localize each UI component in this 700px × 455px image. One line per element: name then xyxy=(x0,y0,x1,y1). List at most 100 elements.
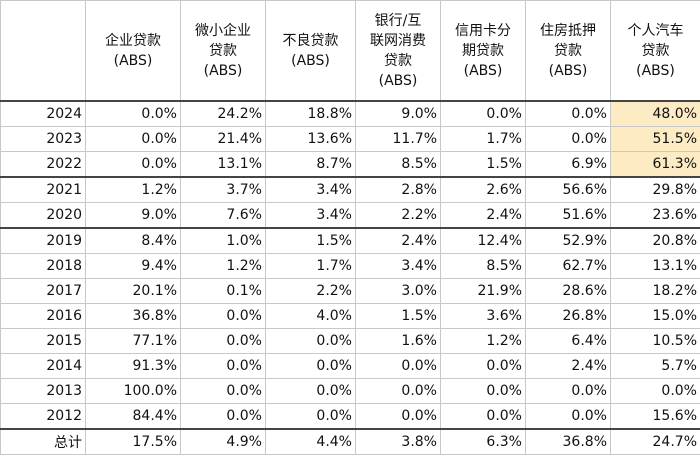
cell: 52.9% xyxy=(526,228,611,254)
cell: 15.6% xyxy=(611,404,700,430)
cell: 0.0% xyxy=(266,329,356,354)
row-label: 2017 xyxy=(1,279,86,304)
cell: 100.0% xyxy=(86,379,181,404)
cell: 1.5% xyxy=(356,304,441,329)
row-label: 2023 xyxy=(1,127,86,152)
cell: 91.3% xyxy=(86,354,181,379)
cell: 1.2% xyxy=(441,329,526,354)
cell: 9.0% xyxy=(86,203,181,229)
cell: 0.0% xyxy=(526,379,611,404)
column-header xyxy=(1,1,86,102)
cell: 0.0% xyxy=(526,404,611,430)
cell: 4.4% xyxy=(266,429,356,455)
cell: 1.5% xyxy=(441,152,526,178)
cell: 0.0% xyxy=(86,101,181,127)
cell: 77.1% xyxy=(86,329,181,354)
cell: 3.6% xyxy=(441,304,526,329)
cell: 4.9% xyxy=(181,429,266,455)
cell: 3.8% xyxy=(356,429,441,455)
cell: 5.7% xyxy=(611,354,700,379)
cell: 0.0% xyxy=(181,379,266,404)
cell: 3.7% xyxy=(181,177,266,203)
cell: 2.4% xyxy=(441,203,526,229)
cell: 9.4% xyxy=(86,254,181,279)
cell: 1.2% xyxy=(86,177,181,203)
row-label: 2022 xyxy=(1,152,86,178)
cell: 0.0% xyxy=(181,304,266,329)
cell: 51.6% xyxy=(526,203,611,229)
cell: 21.9% xyxy=(441,279,526,304)
cell: 7.6% xyxy=(181,203,266,229)
cell: 48.0% xyxy=(611,101,700,127)
cell: 13.6% xyxy=(266,127,356,152)
cell: 23.6% xyxy=(611,203,700,229)
cell: 8.7% xyxy=(266,152,356,178)
row-label: 2019 xyxy=(1,228,86,254)
cell: 84.4% xyxy=(86,404,181,430)
cell: 29.8% xyxy=(611,177,700,203)
column-header: 不良贷款 (ABS) xyxy=(266,1,356,102)
cell: 0.0% xyxy=(86,127,181,152)
column-header: 住房抵押 贷款 (ABS) xyxy=(526,1,611,102)
cell: 0.0% xyxy=(441,354,526,379)
cell: 15.0% xyxy=(611,304,700,329)
cell: 3.4% xyxy=(266,177,356,203)
cell: 2.8% xyxy=(356,177,441,203)
cell: 3.0% xyxy=(356,279,441,304)
column-header: 信用卡分 期贷款 (ABS) xyxy=(441,1,526,102)
column-header: 企业贷款 (ABS) xyxy=(86,1,181,102)
cell: 18.2% xyxy=(611,279,700,304)
cell: 2.4% xyxy=(526,354,611,379)
cell: 0.0% xyxy=(356,379,441,404)
cell: 1.5% xyxy=(266,228,356,254)
cell: 0.0% xyxy=(266,379,356,404)
row-label: 2016 xyxy=(1,304,86,329)
column-header: 个人汽车 贷款 (ABS) xyxy=(611,1,700,102)
cell: 9.0% xyxy=(356,101,441,127)
cell: 0.1% xyxy=(181,279,266,304)
cell: 0.0% xyxy=(181,329,266,354)
table-header: 企业贷款 (ABS)微小企业 贷款 (ABS)不良贷款 (ABS)银行/互 联网… xyxy=(1,1,700,102)
cell: 0.0% xyxy=(441,101,526,127)
cell: 3.4% xyxy=(266,203,356,229)
cell: 0.0% xyxy=(526,101,611,127)
cell: 0.0% xyxy=(356,354,441,379)
cell: 2.6% xyxy=(441,177,526,203)
cell: 62.7% xyxy=(526,254,611,279)
cell: 6.4% xyxy=(526,329,611,354)
row-label: 2012 xyxy=(1,404,86,430)
cell: 8.5% xyxy=(441,254,526,279)
cell: 0.0% xyxy=(356,404,441,430)
cell: 21.4% xyxy=(181,127,266,152)
cell: 3.4% xyxy=(356,254,441,279)
cell: 24.2% xyxy=(181,101,266,127)
cell: 4.0% xyxy=(266,304,356,329)
cell: 61.3% xyxy=(611,152,700,178)
cell: 11.7% xyxy=(356,127,441,152)
cell: 0.0% xyxy=(181,354,266,379)
cell: 0.0% xyxy=(526,127,611,152)
cell: 56.6% xyxy=(526,177,611,203)
cell: 1.6% xyxy=(356,329,441,354)
row-label: 2020 xyxy=(1,203,86,229)
cell: 36.8% xyxy=(526,429,611,455)
cell: 2.2% xyxy=(266,279,356,304)
cell: 6.3% xyxy=(441,429,526,455)
cell: 51.5% xyxy=(611,127,700,152)
cell: 1.7% xyxy=(441,127,526,152)
row-label: 2021 xyxy=(1,177,86,203)
row-label: 总计 xyxy=(1,429,86,455)
cell: 2.4% xyxy=(356,228,441,254)
cell: 13.1% xyxy=(611,254,700,279)
cell: 17.5% xyxy=(86,429,181,455)
